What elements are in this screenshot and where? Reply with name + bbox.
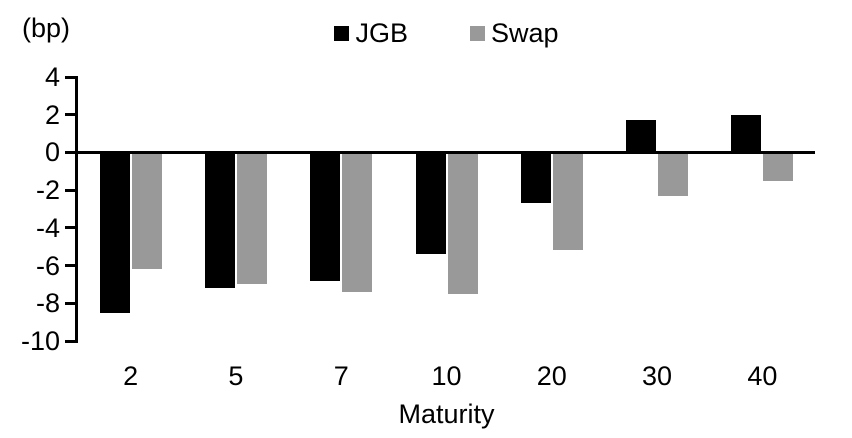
bar-jgb-7: [310, 152, 341, 281]
legend-item-swap: Swap: [469, 17, 559, 49]
x-tick-label: 20: [536, 361, 567, 391]
swap-legend-marker-icon: [469, 25, 485, 41]
x-tick-label: 10: [431, 361, 462, 391]
bar-swap-10: [447, 152, 478, 294]
bar-jgb-5: [204, 152, 235, 289]
x-axis-title: Maturity: [398, 399, 495, 429]
y-axis-tick: [65, 113, 75, 117]
y-tick-label: 0: [44, 137, 60, 168]
bar-swap-7: [342, 152, 373, 292]
legend-item-jgb: JGB: [334, 17, 408, 49]
jgb-legend-marker-icon: [334, 25, 350, 41]
swap-legend-label: Swap: [490, 18, 559, 48]
bar-jgb-2: [99, 152, 130, 313]
bar-jgb-40: [731, 114, 762, 153]
y-axis-unit-label: (bp): [22, 13, 71, 43]
x-tick-label: 30: [642, 361, 673, 391]
y-axis-tick: [65, 339, 75, 343]
bar-swap-20: [552, 152, 583, 251]
y-axis-tick: [65, 264, 75, 268]
bar-swap-30: [658, 152, 689, 196]
y-tick-label: -6: [35, 250, 60, 281]
y-axis-tick: [65, 75, 75, 79]
y-tick-label: -10: [20, 326, 60, 356]
bar-swap-5: [236, 152, 267, 285]
bar-jgb-30: [626, 120, 657, 153]
zero-baseline: [78, 150, 815, 154]
bar-swap-2: [131, 152, 162, 270]
y-tick-label: 2: [44, 99, 60, 130]
legend: JGB Swap: [78, 17, 815, 49]
y-tick-label: -8: [35, 288, 60, 319]
x-tick-label: 7: [333, 361, 349, 391]
bar-jgb-10: [415, 152, 446, 255]
y-tick-label: -2: [35, 175, 60, 206]
y-axis-tick: [65, 188, 75, 192]
y-axis-tick: [65, 226, 75, 230]
y-axis-tick: [65, 150, 75, 154]
y-axis-line: [75, 76, 78, 343]
jgb-legend-label: JGB: [355, 18, 408, 48]
bar-swap-40: [763, 152, 794, 181]
y-tick-label: 4: [44, 62, 60, 92]
x-tick-label: 40: [747, 361, 778, 391]
y-tick-label: -4: [35, 212, 60, 243]
x-tick-label: 2: [123, 361, 139, 391]
y-axis-tick: [65, 301, 75, 305]
bar-jgb-20: [520, 152, 551, 204]
x-tick-label: 5: [228, 361, 244, 391]
